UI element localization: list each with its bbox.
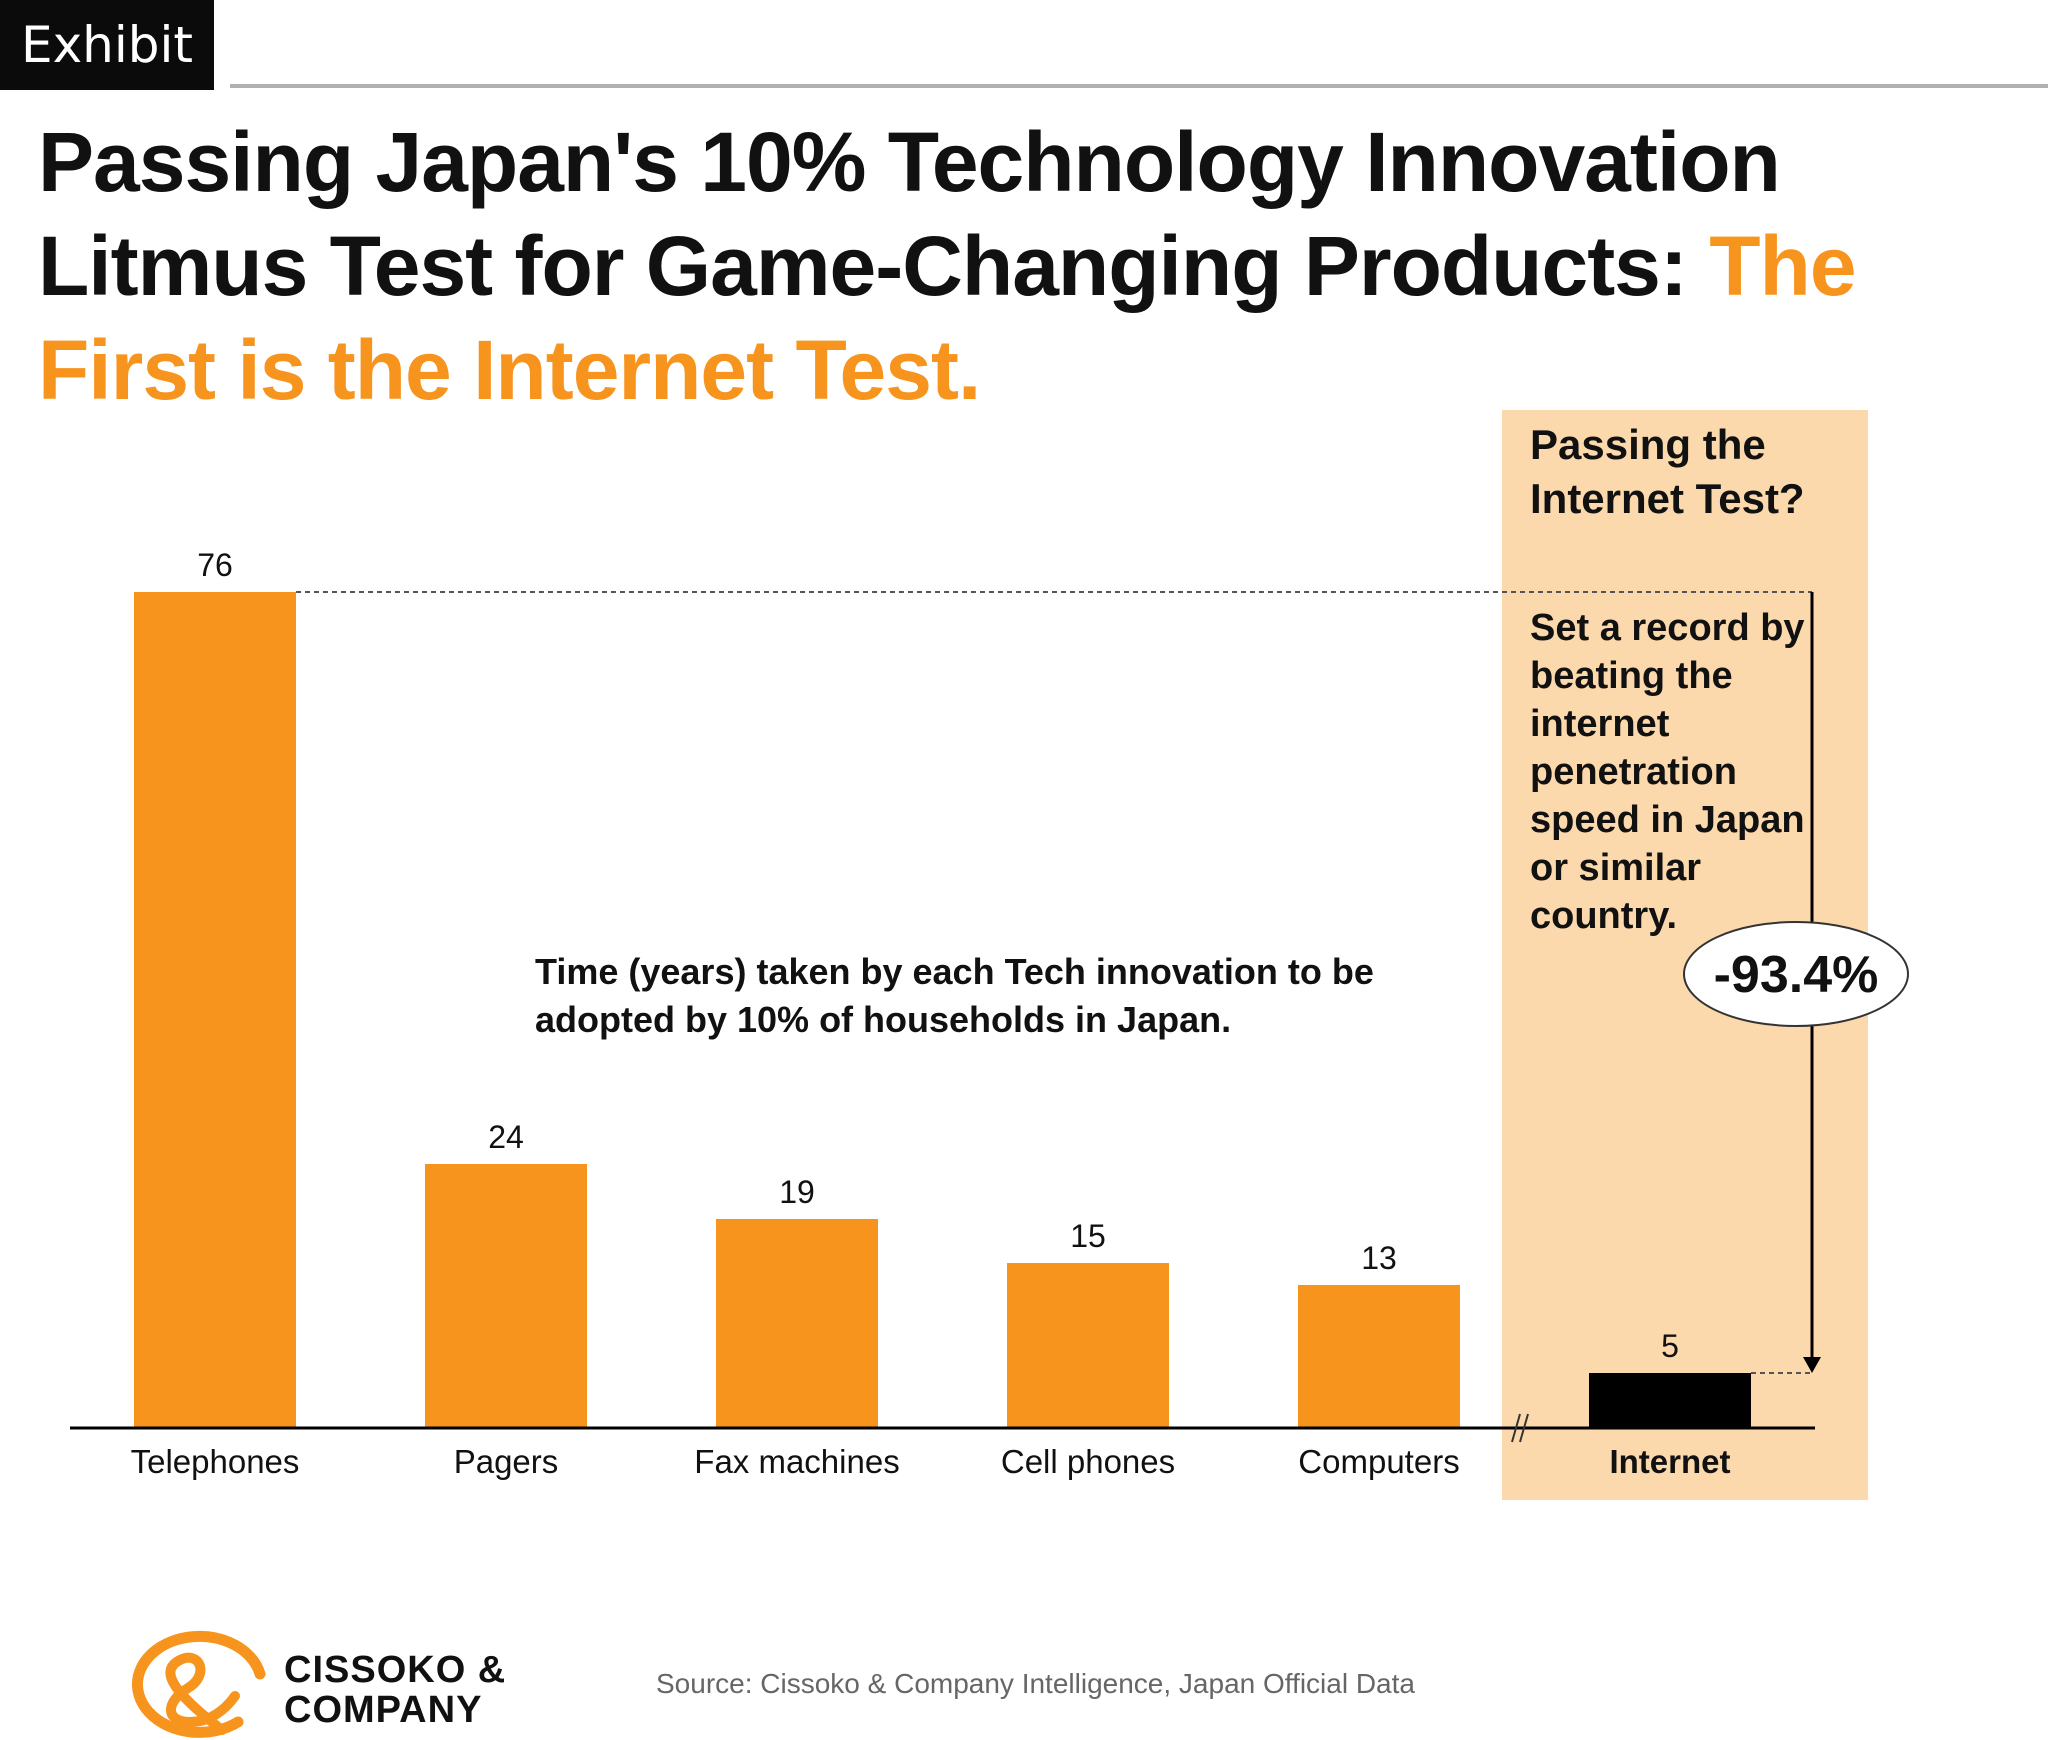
bar-computers bbox=[1298, 1285, 1460, 1428]
value-label: 19 bbox=[779, 1174, 815, 1210]
category-label: Internet bbox=[1609, 1443, 1730, 1480]
bar-cell-phones bbox=[1007, 1263, 1169, 1428]
category-label: Computers bbox=[1298, 1443, 1459, 1480]
value-label: 15 bbox=[1070, 1218, 1106, 1254]
category-label: Telephones bbox=[131, 1443, 300, 1480]
category-label: Fax machines bbox=[694, 1443, 899, 1480]
bar-telephones bbox=[134, 592, 296, 1428]
value-label: 13 bbox=[1361, 1240, 1397, 1276]
title-highlight: The First is the Internet Test. bbox=[38, 219, 1857, 417]
axis-break-mark bbox=[1519, 1413, 1529, 1443]
change-badge-label: -93.4% bbox=[1714, 946, 1879, 1004]
value-label: 76 bbox=[197, 547, 233, 583]
axis-break-mark bbox=[1511, 1413, 1521, 1443]
company-name: CISSOKO & COMPANY bbox=[284, 1649, 507, 1731]
change-badge bbox=[1683, 921, 1909, 1027]
category-label: Cell phones bbox=[1001, 1443, 1175, 1480]
bar-pagers bbox=[425, 1164, 587, 1428]
top-divider bbox=[230, 84, 2048, 88]
arrow-head-icon bbox=[1803, 1357, 1821, 1373]
company-logo-icon bbox=[131, 1630, 266, 1738]
title-main: Passing Japan's 10% Technology Innovatio… bbox=[38, 115, 1781, 313]
chart-description: Time (years) taken by each Tech innovati… bbox=[535, 951, 1374, 1040]
bar-internet bbox=[1589, 1373, 1751, 1428]
value-label: 24 bbox=[488, 1119, 524, 1155]
bar-fax-machines bbox=[716, 1219, 878, 1428]
page-title: Passing Japan's 10% Technology Innovatio… bbox=[38, 110, 1998, 422]
value-label: 5 bbox=[1661, 1328, 1679, 1364]
panel-description: Set a record by beating the internet pen… bbox=[1530, 607, 1805, 937]
category-label: Pagers bbox=[454, 1443, 559, 1480]
source-note: Source: Cissoko & Company Intelligence, … bbox=[656, 1668, 1415, 1699]
panel-title: Passing the Internet Test? bbox=[1530, 421, 1805, 522]
exhibit-tag: Exhibit 2 bbox=[0, 0, 214, 164]
